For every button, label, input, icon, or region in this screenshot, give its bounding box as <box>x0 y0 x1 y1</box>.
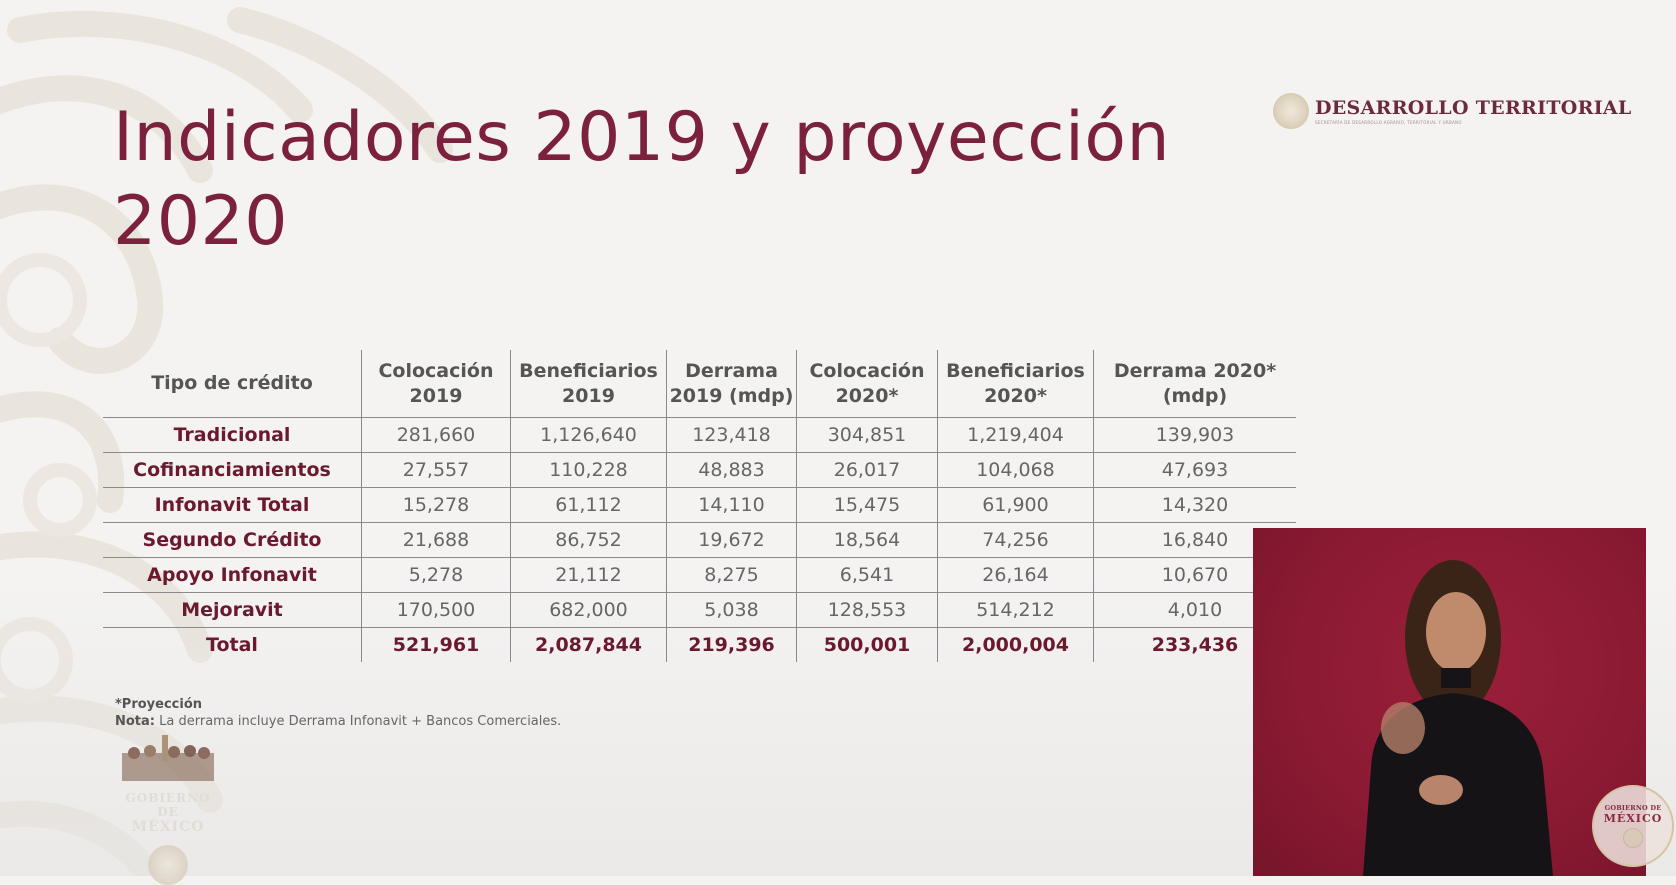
cell-value: 21,688 <box>361 522 511 558</box>
table-row: Tradicional 281,660 1,126,640 123,418 30… <box>103 417 1296 453</box>
header-label: Derrama 2019 (mdp) <box>669 359 794 407</box>
cell-value: 281,660 <box>361 417 511 453</box>
brand-name: DESARROLLO TERRITORIAL <box>1315 96 1632 119</box>
row-label: Mejoravit <box>103 592 362 628</box>
note-label: Nota: <box>115 714 155 729</box>
cell-value: 15,278 <box>361 487 511 523</box>
table-total-row: Total 521,961 2,087,844 219,396 500,001 … <box>103 627 1296 662</box>
cell-value: 26,017 <box>796 452 938 488</box>
cell-value: 15,475 <box>796 487 938 523</box>
row-label: Total <box>206 634 258 656</box>
cell-value: 27,557 <box>361 452 511 488</box>
header-label: Colocación 2019 <box>378 359 494 407</box>
badge-line2: MÉXICO <box>1603 812 1663 825</box>
cell-value: 18,564 <box>796 522 938 558</box>
footer-logo-line2: MÉXICO <box>131 819 205 835</box>
cell-value: 61,112 <box>510 487 667 523</box>
cell-value: 5,038 <box>666 592 797 628</box>
table-row: Cofinanciamientos 27,557 110,228 48,883 … <box>103 452 1296 488</box>
header-beneficiarios-2020: Beneficiarios 2020* <box>937 350 1094 418</box>
projection-footnote: *Proyección <box>115 697 203 712</box>
table-row: Apoyo Infonavit 5,278 21,112 8,275 6,541… <box>103 557 1296 593</box>
brand-logo: DESARROLLO TERRITORIAL SECRETARÍA DE DES… <box>1273 93 1632 129</box>
cell-value: 682,000 <box>510 592 667 628</box>
interpreter-figure-icon <box>1363 560 1553 876</box>
gobierno-mexico-badge: GOBIERNO DE MÉXICO <box>1592 785 1674 867</box>
header-label: Colocación 2020* <box>809 359 925 407</box>
row-label: Apoyo Infonavit <box>103 557 362 593</box>
table-header-row: Tipo de crédito Colocación 2019 Benefici… <box>103 350 1296 418</box>
header-tipo-credito: Tipo de crédito <box>103 350 362 418</box>
cell-value: 104,068 <box>937 452 1094 488</box>
total-value: 2,000,004 <box>937 627 1094 662</box>
row-label: Infonavit Total <box>103 487 362 523</box>
cell-value: 26,164 <box>937 557 1094 593</box>
header-colocacion-2019: Colocación 2019 <box>361 350 511 418</box>
national-seal-icon <box>1273 93 1309 129</box>
cell-value: 1,219,404 <box>937 417 1094 453</box>
header-derrama-2019: Derrama 2019 (mdp) <box>666 350 797 418</box>
gobierno-mexico-logo: GOBIERNO DE MÉXICO <box>118 735 218 885</box>
table-row: Segundo Crédito 21,688 86,752 19,672 18,… <box>103 522 1296 558</box>
badge-seal-icon <box>1623 828 1643 848</box>
heroes-portrait-icon <box>122 735 214 781</box>
cell-value: 19,672 <box>666 522 797 558</box>
cell-value: 6,541 <box>796 557 938 593</box>
sign-language-interpreter-video <box>1253 528 1646 876</box>
cell-value: 139,903 <box>1093 417 1296 453</box>
header-derrama-2020: Derrama 2020* (mdp) <box>1093 350 1296 418</box>
cell-value: 123,418 <box>666 417 797 453</box>
table-row: Infonavit Total 15,278 61,112 14,110 15,… <box>103 487 1296 523</box>
cell-value: 74,256 <box>937 522 1094 558</box>
cell-value: 110,228 <box>510 452 667 488</box>
header-label: Beneficiarios 2019 <box>519 359 658 407</box>
cell-value: 1,126,640 <box>510 417 667 453</box>
row-label: Cofinanciamientos <box>103 452 362 488</box>
cell-value: 514,212 <box>937 592 1094 628</box>
cell-value: 47,693 <box>1093 452 1296 488</box>
header-label: Derrama 2020* (mdp) <box>1113 359 1277 407</box>
cell-value: 48,883 <box>666 452 797 488</box>
footer-logo-line1: GOBIERNO DE <box>125 791 211 819</box>
total-value: 219,396 <box>666 627 797 662</box>
cell-value: 8,275 <box>666 557 797 593</box>
cell-value: 21,112 <box>510 557 667 593</box>
cell-value: 14,110 <box>666 487 797 523</box>
brand-subtitle: SECRETARÍA DE DESARROLLO AGRARIO, TERRIT… <box>1315 119 1462 125</box>
cell-value: 304,851 <box>796 417 938 453</box>
table-row: Mejoravit 170,500 682,000 5,038 128,553 … <box>103 592 1296 628</box>
total-value: 521,961 <box>361 627 511 662</box>
cell-value: 128,553 <box>796 592 938 628</box>
national-seal-icon <box>148 845 188 885</box>
cell-value: 14,320 <box>1093 487 1296 523</box>
total-value: 2,087,844 <box>510 627 667 662</box>
table-notes: *Proyección Nota: La derrama incluye Der… <box>115 696 561 730</box>
cell-value: 170,500 <box>361 592 511 628</box>
header-beneficiarios-2019: Beneficiarios 2019 <box>510 350 667 418</box>
credit-indicators-table: Tipo de crédito Colocación 2019 Benefici… <box>103 350 1296 662</box>
cell-value: 61,900 <box>937 487 1094 523</box>
cell-value: 86,752 <box>510 522 667 558</box>
slide-title: Indicadores 2019 y proyección 2020 <box>113 98 1171 261</box>
note-text: La derrama incluye Derrama Infonavit + B… <box>159 714 562 729</box>
header-colocacion-2020: Colocación 2020* <box>796 350 938 418</box>
row-label: Tradicional <box>103 417 362 453</box>
total-value: 500,001 <box>796 627 938 662</box>
row-label: Segundo Crédito <box>103 522 362 558</box>
cell-value: 5,278 <box>361 557 511 593</box>
header-label: Beneficiarios 2020* <box>946 359 1085 407</box>
badge-line1: GOBIERNO DE <box>1604 804 1662 812</box>
